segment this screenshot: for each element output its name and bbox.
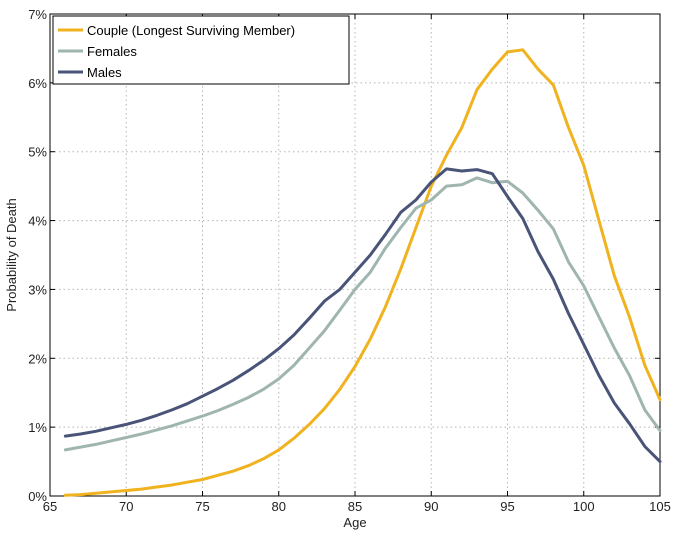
x-tick-label: 65	[43, 499, 57, 514]
axes: 65 70 75 80 85 90 95 100 105 0% 1% 2% 3% 4% 5% 6% 7%	[28, 7, 671, 514]
x-axis-label: Age	[343, 515, 366, 530]
y-tick-label: 4%	[28, 214, 47, 229]
x-tick-label: 70	[119, 499, 133, 514]
legend-label: Couple (Longest Surviving Member)	[87, 23, 295, 38]
y-axis-label: Probability of Death	[4, 198, 19, 311]
y-tick-label: 5%	[28, 145, 47, 160]
series-line-3	[63, 167, 662, 464]
x-tick-label: 80	[272, 499, 286, 514]
x-tick-label: 100	[573, 499, 595, 514]
x-tick-label: 75	[195, 499, 209, 514]
y-tick-label: 1%	[28, 420, 47, 435]
legend-box	[52, 15, 350, 85]
legend: Couple (Longest Surviving Member) Females…	[52, 15, 350, 85]
y-tick-label: 2%	[28, 351, 47, 366]
x-tick-label: 90	[424, 499, 438, 514]
y-tick-label: 3%	[28, 282, 47, 297]
y-tick-label: 6%	[28, 76, 47, 91]
y-tick-label: 7%	[28, 7, 47, 22]
axes-frame	[49, 13, 661, 497]
legend-label: Females	[87, 44, 137, 59]
x-tick-label: 95	[500, 499, 514, 514]
series-line-2	[63, 176, 662, 452]
legend-label: Males	[87, 65, 122, 80]
x-tick-label: 105	[649, 499, 671, 514]
x-tick-label: 85	[348, 499, 362, 514]
y-tick-label: 0%	[28, 489, 47, 504]
series-line-1	[63, 48, 662, 497]
series-group	[63, 48, 662, 497]
